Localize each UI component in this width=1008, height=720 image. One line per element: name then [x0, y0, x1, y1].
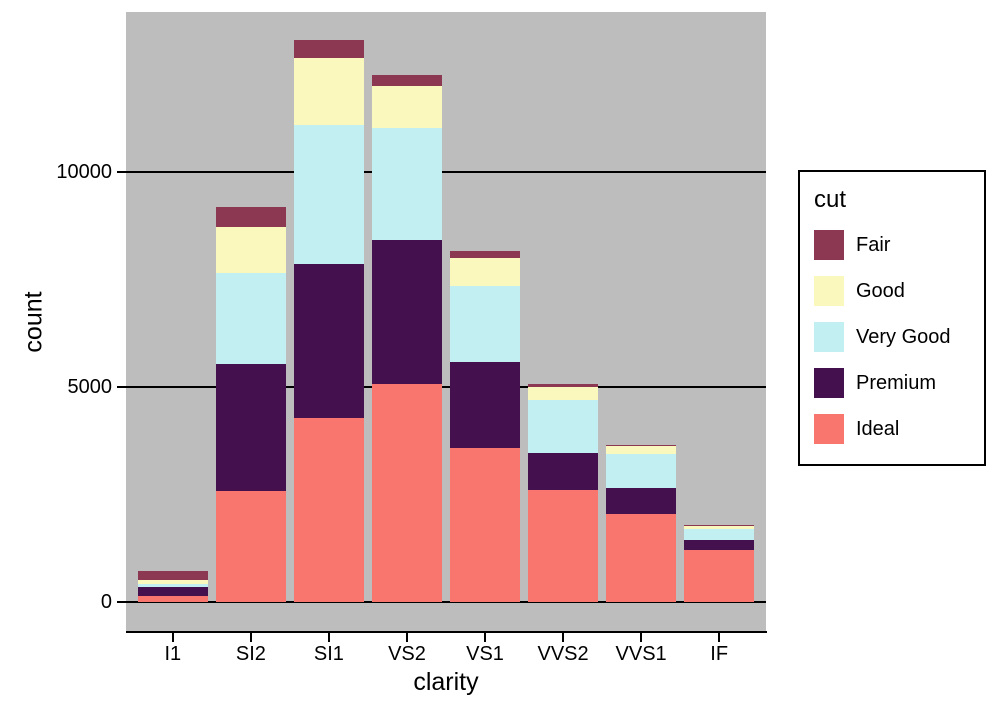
bar-segment-fair-i1 — [137, 570, 208, 580]
bar-segment-fair-si1 — [293, 40, 365, 58]
x-tick-label: VS1 — [466, 643, 504, 665]
bar-segment-premium-if — [684, 540, 755, 551]
bar-segment-very-good-vs1 — [449, 285, 521, 363]
bar-segment-ideal-vvs1 — [606, 514, 677, 603]
y-tick-mark — [117, 386, 126, 389]
bar-segment-ideal-vs2 — [371, 384, 443, 603]
x-tick-label: SI1 — [313, 643, 344, 665]
major-gridline — [126, 386, 766, 389]
y-tick-label: 5000 — [67, 376, 113, 399]
bar-segment-very-good-vvs2 — [527, 399, 599, 453]
bar-segment-ideal-if — [684, 550, 755, 603]
legend-key-swatch — [814, 230, 844, 260]
x-tick-mark — [405, 633, 408, 642]
major-gridline — [126, 601, 766, 604]
x-tick-mark — [718, 633, 721, 642]
legend-key-swatch — [814, 414, 844, 444]
x-tick-mark — [327, 633, 330, 642]
bar-segment-fair-si2 — [215, 206, 286, 227]
legend-key-swatch — [814, 322, 844, 352]
legend-entry-premium: Premium — [814, 368, 970, 398]
x-tick-label: IF — [710, 643, 729, 665]
legend-entry-fair: Fair — [814, 230, 970, 260]
bar-segment-premium-si1 — [293, 264, 365, 419]
bar-segment-ideal-vvs2 — [527, 490, 599, 603]
y-axis-title: count — [19, 291, 48, 353]
y-tick-label: 0 — [100, 591, 112, 614]
x-tick-label: SI2 — [235, 643, 266, 665]
legend-entry-ideal: Ideal — [814, 414, 970, 444]
legend-entry-label: Fair — [856, 233, 891, 256]
bar-segment-fair-vs2 — [371, 74, 443, 87]
x-tick-label: I1 — [164, 643, 182, 665]
bar-segment-good-si2 — [215, 226, 286, 274]
bar-segment-good-vvs1 — [606, 445, 677, 454]
bar-segment-good-si1 — [293, 57, 365, 125]
bar-segment-good-vvs2 — [527, 387, 599, 400]
bar-segment-ideal-si2 — [215, 490, 286, 603]
x-tick-mark — [249, 633, 252, 642]
legend-entry-label: Very Good — [856, 325, 951, 348]
bar-segment-very-good-vvs1 — [606, 453, 677, 488]
bar-segment-very-good-if — [684, 528, 755, 541]
bar-segment-premium-vvs1 — [606, 487, 677, 515]
bar-segment-very-good-i1 — [137, 583, 208, 588]
legend-entry-very-good: Very Good — [814, 322, 970, 352]
y-tick-mark — [117, 601, 126, 604]
bar-segment-premium-i1 — [137, 587, 208, 597]
x-tick-label: VVS2 — [537, 643, 589, 665]
bar-segment-premium-si2 — [215, 363, 286, 491]
x-tick-mark — [484, 633, 487, 642]
bar-segment-fair-vs1 — [449, 250, 521, 259]
bar-segment-very-good-si2 — [215, 273, 286, 364]
legend-entry-label: Ideal — [856, 417, 900, 440]
bar-segment-premium-vvs2 — [527, 452, 599, 491]
x-axis-title: clarity — [413, 668, 479, 696]
legend-entry-label: Good — [856, 279, 905, 302]
x-tick-mark — [640, 633, 643, 642]
legend-entry-good: Good — [814, 276, 970, 306]
x-tick-label: VVS1 — [615, 643, 667, 665]
legend-entries: Fair Good Very Good Premium Ideal — [814, 230, 970, 444]
legend-key-swatch — [814, 276, 844, 306]
major-gridline — [126, 171, 766, 174]
y-tick-label: 10000 — [56, 161, 112, 184]
bar-segment-very-good-vs2 — [371, 128, 443, 240]
bar-segment-ideal-vs1 — [449, 447, 521, 603]
bar-segment-good-vs2 — [371, 86, 443, 129]
x-tick-mark — [171, 633, 174, 642]
bar-segment-premium-vs1 — [449, 362, 521, 448]
legend-entry-label: Premium — [856, 371, 937, 394]
bar-segment-very-good-si1 — [293, 124, 365, 265]
bar-segment-fair-vvs2 — [527, 384, 599, 388]
y-tick-mark — [117, 171, 126, 174]
legend-title: cut — [814, 186, 847, 213]
legend-key-swatch — [814, 368, 844, 398]
bar-segment-ideal-i1 — [137, 596, 208, 603]
x-tick-mark — [562, 633, 565, 642]
legend-box: cut Fair Good Very Good Premium Ideal — [798, 170, 986, 466]
bar-segment-premium-vs2 — [371, 239, 443, 385]
bar-segment-fair-vvs1 — [606, 445, 677, 446]
plot-panel — [126, 12, 766, 632]
x-tick-label: VS2 — [388, 643, 426, 665]
bar-segment-good-vs1 — [449, 258, 521, 286]
bar-segment-ideal-si1 — [293, 418, 365, 603]
bar-segment-good-if — [684, 525, 755, 529]
bar-segment-good-i1 — [137, 579, 208, 584]
x-axis-line — [126, 631, 767, 633]
